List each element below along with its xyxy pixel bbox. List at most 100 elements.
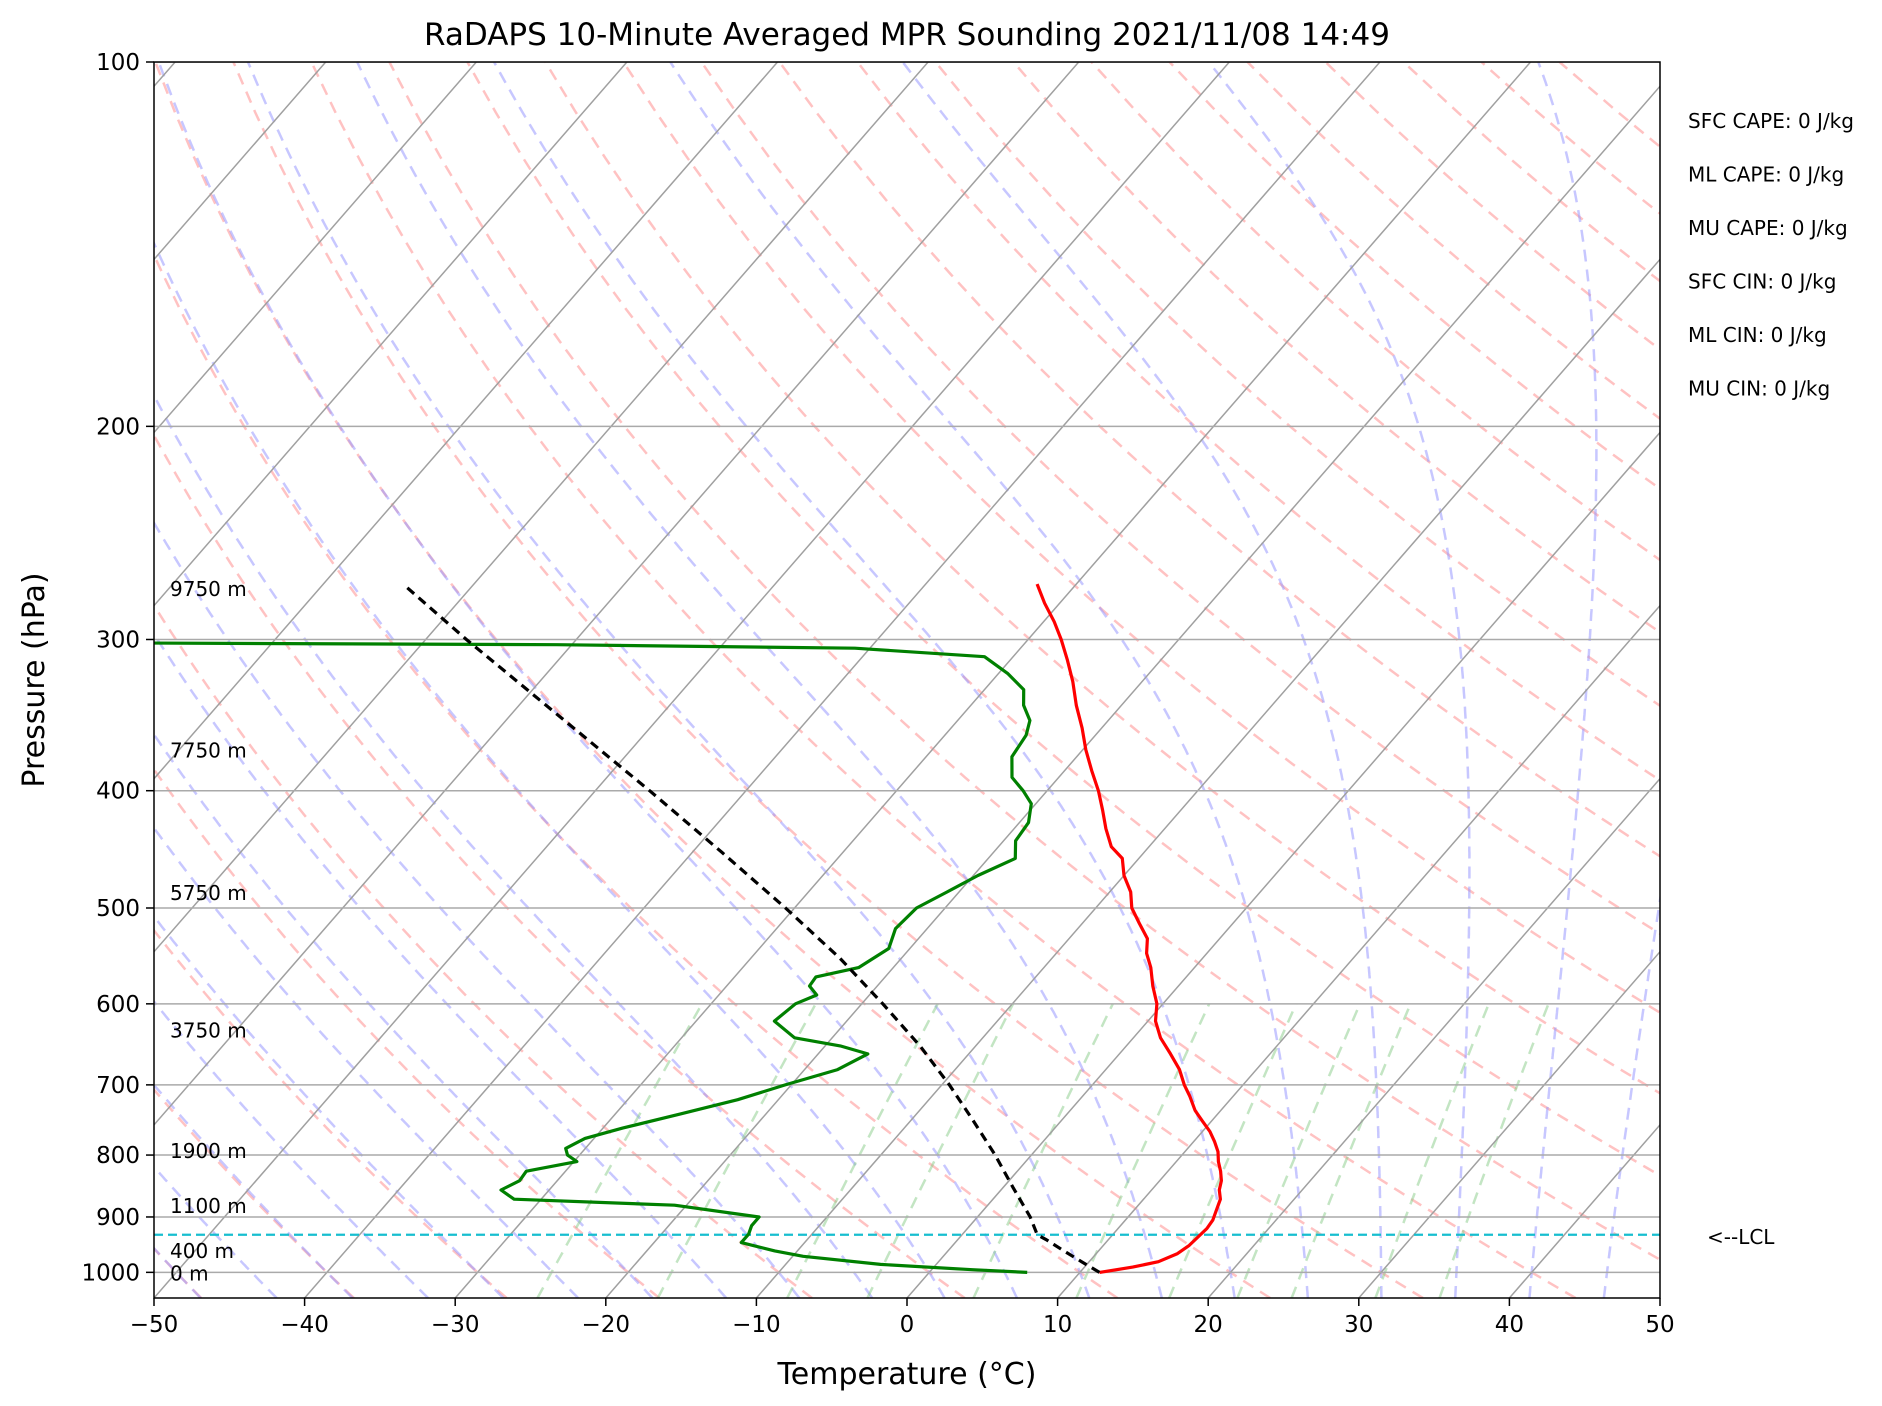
stability-index: MU CAPE: 0 J/kg [1688,216,1848,240]
moist-adiabat [154,520,801,1298]
moist-adiabat [154,999,429,1298]
isotherm [304,62,1381,1298]
isotherm [1057,604,1660,1298]
mixing-ratio-line [1438,1003,1550,1298]
x-tick-label: −40 [280,1312,329,1338]
height-label: 5750 m [170,881,247,905]
height-label: 0 m [170,1261,209,1285]
y-tick-label: 1000 [81,1260,140,1286]
moist-adiabat [356,62,1164,1298]
mixing-ratio-line [786,1003,939,1298]
background-lines [154,62,1660,1298]
isotherm [154,62,628,607]
stability-index: ML CAPE: 0 J/kg [1688,163,1844,187]
y-tick-label: 400 [96,779,140,805]
parcel-profile [402,582,1101,1274]
dewpoint-profile [154,641,1033,1274]
mixing-ratio-line [1075,1003,1211,1298]
stability-index: MU CIN: 0 J/kg [1688,377,1830,401]
isotherm [906,431,1660,1298]
isotherm [154,62,1080,1127]
x-tick-label: 10 [1043,1312,1072,1338]
moist-adiabat [1207,62,1471,1298]
chart-title: RaDAPS 10-Minute Averaged MPR Sounding 2… [424,17,1390,53]
height-label: 9750 m [170,577,247,601]
moist-adiabat [154,240,946,1298]
stability-index: SFC CAPE: 0 J/kg [1688,109,1854,133]
isotherm [154,62,477,434]
mixing-ratio-line [656,1003,817,1298]
stability-index: SFC CIN: 0 J/kg [1688,270,1836,294]
isotherm [1207,777,1660,1298]
plot-area [154,62,1660,1298]
mixing-ratio-line [1168,1003,1298,1298]
x-tick-label: 20 [1194,1312,1223,1338]
dry-adiabat [154,767,661,1298]
isotherm [755,258,1660,1298]
moist-adiabat [154,825,579,1298]
y-tick-label: 100 [96,50,140,76]
dry-adiabat [622,62,1660,1015]
moist-adiabat [154,914,505,1298]
isotherm [605,85,1660,1298]
stability-index: ML CIN: 0 J/kg [1688,323,1827,347]
lcl-label: <--LCL [1707,1225,1775,1249]
moist-adiabat [157,62,1019,1298]
x-tick-label: 50 [1645,1312,1674,1338]
y-axis-ticks: 100 200 300 400 500 600 700 800 900 1000 [81,50,154,1286]
y-tick-label: 500 [96,896,140,922]
isotherm [1358,950,1660,1298]
stability-indices: SFC CAPE: 0 J/kg ML CAPE: 0 J/kg MU CAPE: … [1688,109,1854,401]
dry-adiabat [154,432,966,1298]
isotherm [154,62,929,953]
profiles [154,582,1660,1274]
isotherm [154,62,1230,1298]
dry-adiabat [154,1087,355,1298]
mixing-ratio-line [1236,1003,1362,1298]
x-axis-label: Temperature (°C) [777,1357,1037,1392]
mixing-ratio-line [972,1003,1114,1298]
y-tick-label: 900 [96,1205,140,1231]
y-tick-label: 600 [96,992,140,1018]
moist-adiabat [1602,892,1660,1298]
height-label: 7750 m [170,739,247,763]
mixing-ratio-line [1290,1003,1412,1298]
y-tick-label: 200 [96,414,140,440]
dry-adiabat [154,928,508,1298]
height-label: 400 m [170,1239,234,1263]
moist-adiabat [246,62,1091,1298]
y-tick-label: 300 [96,627,140,653]
mixing-ratio-line [866,1003,1015,1298]
x-tick-label: −10 [732,1312,781,1338]
isotherm [454,62,1532,1298]
x-axis-ticks: −50 −40 −30 −20 −10 0 10 20 30 40 50 [130,1298,1675,1338]
x-tick-label: 30 [1344,1312,1373,1338]
y-axis-label: Pressure (hPa) [17,572,52,787]
height-label: 1100 m [170,1194,247,1218]
mixing-ratio-line [536,1003,704,1298]
isotherm [154,62,779,780]
dry-adiabat [700,62,1660,936]
dry-adiabat [154,252,1119,1298]
x-tick-label: 40 [1495,1312,1524,1338]
moist-adiabat [901,62,1383,1298]
temperature-profile [1035,583,1224,1274]
moist-adiabat [154,1082,354,1298]
dry-adiabat [232,62,1424,1298]
y-tick-label: 700 [96,1073,140,1099]
x-tick-label: −30 [431,1312,480,1338]
mixing-ratio-line [1374,1003,1490,1298]
moist-adiabat [669,62,1310,1298]
height-label: 1900 m [170,1139,247,1163]
moist-adiabat [1528,62,1598,1298]
x-tick-label: −50 [130,1312,179,1338]
x-tick-label: 0 [900,1312,915,1338]
dry-adiabat [856,62,1660,782]
x-tick-label: −20 [582,1312,631,1338]
dry-adiabat [310,62,1577,1298]
y-tick-label: 800 [96,1143,140,1169]
height-label: 3750 m [170,1019,247,1043]
dry-adiabat [778,62,1660,858]
height-labels: 9750 m 7750 m 5750 m 3750 m 1900 m 1100 m 400 … [170,577,247,1285]
